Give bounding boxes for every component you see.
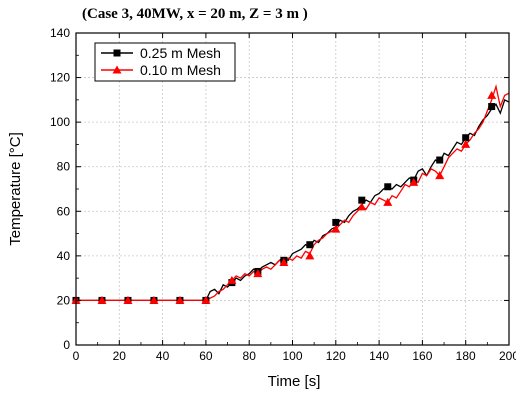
- legend-marker-0: [113, 49, 121, 57]
- data-point-0: [462, 134, 470, 142]
- x-tick-label: 80: [243, 349, 257, 363]
- y-tick-label: 60: [57, 204, 71, 218]
- data-point-0: [436, 156, 444, 164]
- data-point-1: [357, 202, 367, 211]
- y-tick-label: 80: [57, 160, 71, 174]
- y-tick-label: 140: [50, 26, 70, 40]
- data-point-1: [175, 295, 185, 304]
- data-point-1: [383, 197, 393, 206]
- data-point-1: [279, 258, 289, 267]
- x-tick-label: 160: [412, 349, 432, 363]
- x-tick-label: 120: [326, 349, 346, 363]
- data-point-1: [331, 224, 341, 233]
- x-tick-label: 100: [282, 349, 302, 363]
- series-line-1: [76, 83, 510, 302]
- chart-title: (Case 3, 40MW, x = 20 m, Z = 3 m ): [82, 6, 308, 22]
- data-point-1: [409, 177, 419, 186]
- data-point-1: [149, 295, 159, 304]
- legend-marker-1: [112, 65, 122, 74]
- x-tick-label: 60: [199, 349, 213, 363]
- y-tick-label: 120: [50, 71, 70, 85]
- axes: 0 20 40 60 80 100 120 140 160 180 200 0 20 40 60 80 100 1…: [50, 26, 516, 363]
- y-axis-label: Temperature [°C]: [7, 132, 24, 246]
- data-point-0: [488, 103, 496, 111]
- data-point-1: [253, 269, 263, 278]
- grid: [76, 33, 509, 345]
- x-tick-label: 140: [369, 349, 389, 363]
- x-tick-label: 200: [499, 349, 516, 363]
- data-point-1: [305, 251, 315, 260]
- x-tick-label: 20: [113, 349, 127, 363]
- x-tick-label: 0: [73, 349, 80, 363]
- data-point-1: [487, 90, 497, 99]
- legend-box: [94, 42, 236, 82]
- y-tick-label: 0: [63, 338, 70, 352]
- data-point-1: [435, 171, 445, 180]
- data-point-0: [358, 196, 366, 204]
- data-point-1: [123, 295, 133, 304]
- y-tick-label: 100: [50, 115, 70, 129]
- x-tick-label: 40: [156, 349, 170, 363]
- data-point-0: [384, 183, 392, 191]
- data-point-0: [332, 218, 340, 226]
- x-tick-label: 180: [456, 349, 476, 363]
- legend-label-0: 0.25 m Mesh: [140, 45, 221, 61]
- legend-label-1: 0.10 m Mesh: [140, 62, 221, 78]
- data-point-1: [97, 295, 107, 304]
- y-tick-label: 40: [57, 249, 71, 263]
- data-point-1: [201, 295, 211, 304]
- data-point-1: [461, 139, 471, 148]
- data-point-0: [306, 241, 314, 249]
- data-point-1: [227, 275, 237, 284]
- x-axis-label: Time [s]: [268, 373, 321, 390]
- y-tick-label: 20: [57, 293, 71, 307]
- series-line-0: [76, 98, 510, 302]
- series-layer: [71, 83, 510, 304]
